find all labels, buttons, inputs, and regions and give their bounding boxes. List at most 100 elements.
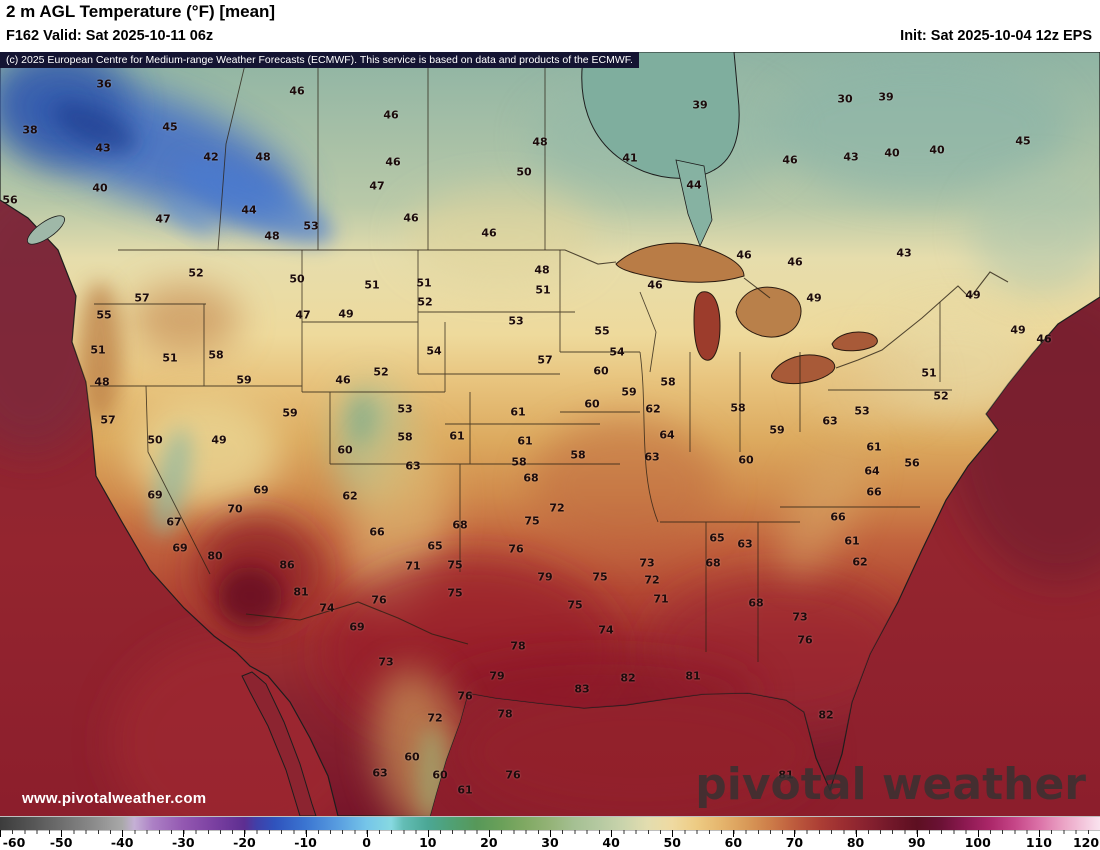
temp-value-label: 59 xyxy=(621,385,637,399)
temp-value-label: 61 xyxy=(844,534,860,548)
temp-value-label: 76 xyxy=(371,593,387,607)
temp-value-label: 52 xyxy=(417,295,433,309)
temp-value-label: 51 xyxy=(162,351,178,365)
colorbar-tick xyxy=(794,830,796,837)
temp-value-label: 63 xyxy=(405,459,421,473)
temp-value-label: 46 xyxy=(385,155,401,169)
temp-value-label: 60 xyxy=(432,768,448,782)
temp-value-label: 68 xyxy=(705,556,721,570)
temp-value-label: 68 xyxy=(523,471,539,485)
temp-value-label: 46 xyxy=(787,255,803,269)
temp-value-label: 46 xyxy=(647,278,663,292)
colorbar-tick-label: 10 xyxy=(419,835,437,850)
temp-value-label: 51 xyxy=(90,343,106,357)
temp-value-label: 58 xyxy=(511,455,527,469)
temp-value-label: 73 xyxy=(378,655,394,669)
colorbar-tick-label: -60 xyxy=(2,835,26,850)
colorbar-tick-label: -20 xyxy=(233,835,256,850)
colorbar-tick xyxy=(916,830,918,837)
temp-value-label: 48 xyxy=(532,135,548,149)
colorbar-tick xyxy=(244,830,246,837)
temp-value-label: 46 xyxy=(1036,332,1052,346)
temp-value-label: 76 xyxy=(508,542,524,556)
temp-value-label: 68 xyxy=(748,596,764,610)
temp-value-label: 60 xyxy=(738,453,754,467)
temp-value-label: 40 xyxy=(92,181,108,195)
colorbar-tick xyxy=(733,830,735,837)
temp-value-label: 78 xyxy=(510,639,526,653)
temp-value-label: 58 xyxy=(208,348,224,362)
temp-value-label: 44 xyxy=(241,203,257,217)
temp-value-label: 58 xyxy=(660,375,676,389)
lake-superior xyxy=(615,242,745,283)
temp-value-label: 52 xyxy=(188,266,204,280)
state-borders xyxy=(90,250,952,662)
map-canvas: 36 46 39 30 39 38 45 43 46 42 48 46 48 41 40 47 44 46 43 40… xyxy=(0,52,1100,816)
colorbar-tick xyxy=(488,830,490,837)
temp-value-label: 82 xyxy=(818,708,834,722)
temp-value-label: 52 xyxy=(373,365,389,379)
temp-value-label: 61 xyxy=(866,440,882,454)
political-borders xyxy=(90,52,1009,662)
colorbar: -60 -50 -40 -30 -20 -10 0 10 20 30 40 50 60 70 80 90 100… xyxy=(0,816,1100,850)
temp-value-label: 63 xyxy=(737,537,753,551)
temp-value-label: 60 xyxy=(404,750,420,764)
temp-value-label: 82 xyxy=(620,671,636,685)
temp-value-label: 69 xyxy=(172,541,188,555)
colorbar-tick-label: 70 xyxy=(785,835,804,850)
temp-value-label: 58 xyxy=(570,448,586,462)
temp-value-label: 62 xyxy=(342,489,358,503)
colorbar-tick xyxy=(366,830,368,837)
colorbar-tick xyxy=(550,830,551,837)
temp-value-label: 53 xyxy=(854,404,870,418)
colorbar-tick-label: -40 xyxy=(110,835,134,850)
temp-value-label: 62 xyxy=(645,402,661,416)
temp-value-label: 48 xyxy=(94,375,110,389)
pivotal-weather-logo: pivotal weather xyxy=(695,759,1086,810)
temp-value-label: 45 xyxy=(162,120,178,134)
temp-value-label: 55 xyxy=(594,324,610,338)
temp-value-label: 75 xyxy=(524,514,540,528)
temp-value-label: 40 xyxy=(929,143,945,157)
colorbar-tick-label: 60 xyxy=(724,835,743,850)
temp-value-label: 51 xyxy=(364,278,380,292)
temp-value-label: 79 xyxy=(537,570,553,584)
temp-value-label: 59 xyxy=(282,406,298,420)
init-time-label: Init: Sat 2025-10-04 12z EPS xyxy=(900,28,1092,44)
temp-value-label: 46 xyxy=(782,153,798,167)
temp-value-label: 83 xyxy=(574,682,590,696)
temp-value-label: 55 xyxy=(96,308,112,322)
colorbar-tick xyxy=(855,830,857,837)
valid-time-label: F162 Valid: Sat 2025-10-11 06z xyxy=(6,28,214,44)
temp-value-label: 49 xyxy=(211,433,227,447)
water-bodies xyxy=(581,52,878,385)
temp-value-label: 53 xyxy=(508,314,524,328)
temp-value-label: 72 xyxy=(644,573,660,587)
temp-value-label: 73 xyxy=(792,610,808,624)
temp-value-label: 78 xyxy=(497,707,513,721)
temp-value-label: 56 xyxy=(2,193,18,207)
watermark-url: www.pivotalweather.com xyxy=(22,790,207,807)
temp-value-label: 81 xyxy=(685,669,701,683)
temp-value-label: 72 xyxy=(549,501,565,515)
temp-value-label: 40 xyxy=(884,146,900,160)
temp-value-label: 53 xyxy=(397,402,413,416)
temp-value-label: 63 xyxy=(644,450,660,464)
temp-value-label: 75 xyxy=(447,586,463,600)
temp-value-label: 79 xyxy=(489,669,505,683)
temp-value-label: 46 xyxy=(736,248,752,262)
colorbar-tick-label: 20 xyxy=(480,835,498,850)
temp-value-label: 46 xyxy=(383,108,399,122)
temp-value-label: 49 xyxy=(806,291,822,305)
temp-value-label: 59 xyxy=(236,373,252,387)
temp-value-label: 51 xyxy=(921,366,937,380)
temp-value-label: 69 xyxy=(147,488,163,502)
colorbar-tick-label: 90 xyxy=(907,835,926,850)
temp-value-label: 39 xyxy=(878,90,894,104)
temp-value-label: 41 xyxy=(622,151,638,165)
temp-value-label: 52 xyxy=(933,389,949,403)
temp-value-label: 62 xyxy=(852,555,868,569)
temp-value-label: 44 xyxy=(686,178,702,192)
lake-michigan xyxy=(693,291,721,361)
james-bay xyxy=(675,159,713,248)
